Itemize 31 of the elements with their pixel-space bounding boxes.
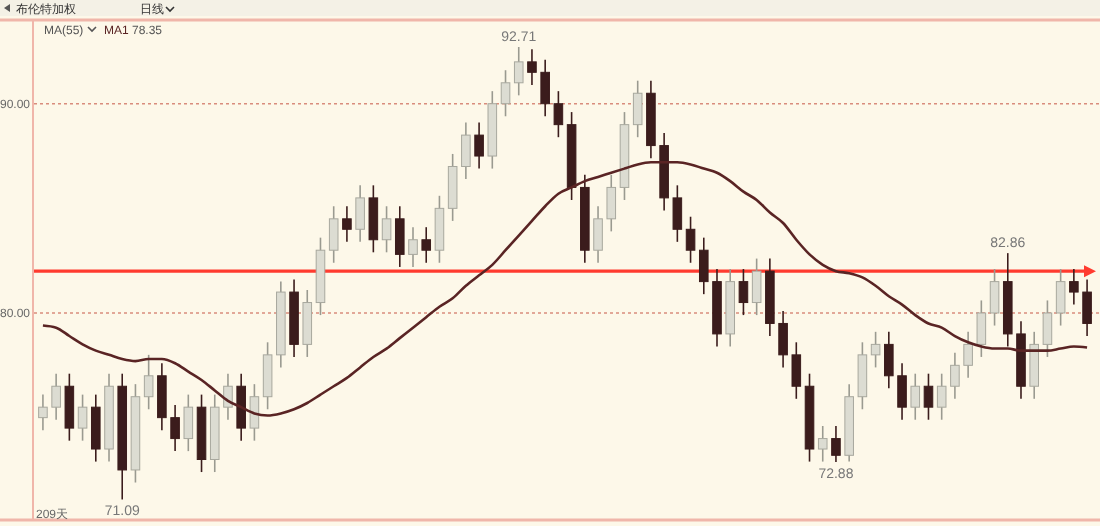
candlestick [302, 289, 313, 358]
candlestick [368, 184, 379, 254]
candlestick [143, 354, 154, 411]
candlestick [513, 46, 524, 97]
candlestick [500, 69, 511, 118]
candlestick [408, 226, 418, 268]
candlestick [738, 268, 749, 316]
candlestick [90, 393, 101, 463]
candlestick [817, 425, 828, 463]
candlestick [910, 372, 921, 421]
candlestick [381, 205, 392, 254]
candlestick [434, 195, 445, 264]
candlestick [394, 205, 405, 268]
candlestick [831, 425, 841, 463]
candlestick [236, 372, 246, 442]
candlestick [923, 372, 934, 421]
candlestick [355, 184, 365, 243]
candlestick [989, 268, 1000, 327]
candlestick [421, 226, 432, 264]
candlestick [751, 257, 762, 316]
candlestick [342, 205, 352, 243]
candlestick [632, 79, 643, 138]
candlestick [328, 205, 339, 264]
candlestick [870, 331, 881, 369]
candlestick [976, 299, 987, 358]
candlestick [64, 372, 75, 442]
candlestick [77, 393, 88, 442]
candlestick [474, 121, 484, 170]
candlestick [249, 383, 260, 442]
candlestick [183, 393, 194, 452]
candlestick [1055, 268, 1066, 327]
